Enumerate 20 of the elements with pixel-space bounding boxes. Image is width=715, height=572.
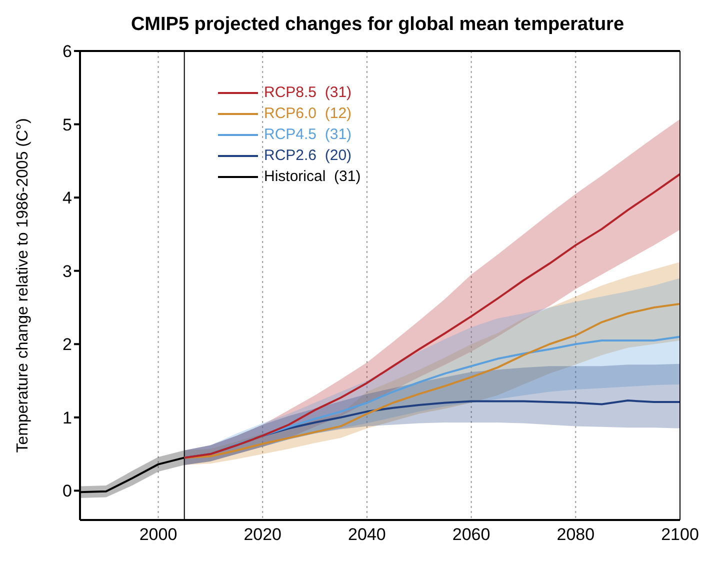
chart-title: CMIP5 projected changes for global mean temperature — [130, 13, 626, 37]
y-tick-label: 2 — [62, 335, 72, 354]
legend-label: RCP4.5 (31) — [264, 125, 352, 145]
legend-label: Historical (31) — [264, 167, 361, 187]
y-tick-label: 4 — [62, 188, 72, 208]
x-tick-label: 2000 — [139, 525, 178, 544]
y-tick-label: 3 — [62, 262, 72, 281]
y-tick-label: 1 — [62, 408, 72, 428]
legend-label: RCP6.0 (12) — [264, 104, 352, 124]
y-tick-label: 6 — [62, 42, 72, 62]
x-tick-label: 2100 — [661, 525, 699, 544]
x-tick-label: 2040 — [348, 525, 386, 544]
legend-label: RCP8.5 (31) — [264, 83, 352, 103]
legend-label: RCP2.6 (20) — [264, 146, 352, 166]
x-tick-label: 2080 — [556, 525, 595, 544]
x-tick-label: 2060 — [452, 525, 490, 544]
y-tick-label: 5 — [62, 115, 72, 134]
y-tick-label: 0 — [62, 482, 72, 501]
x-tick-label: 2020 — [244, 525, 282, 544]
y-axis-title: Temperature change relative to 1986-2005 (C°) — [14, 118, 32, 453]
